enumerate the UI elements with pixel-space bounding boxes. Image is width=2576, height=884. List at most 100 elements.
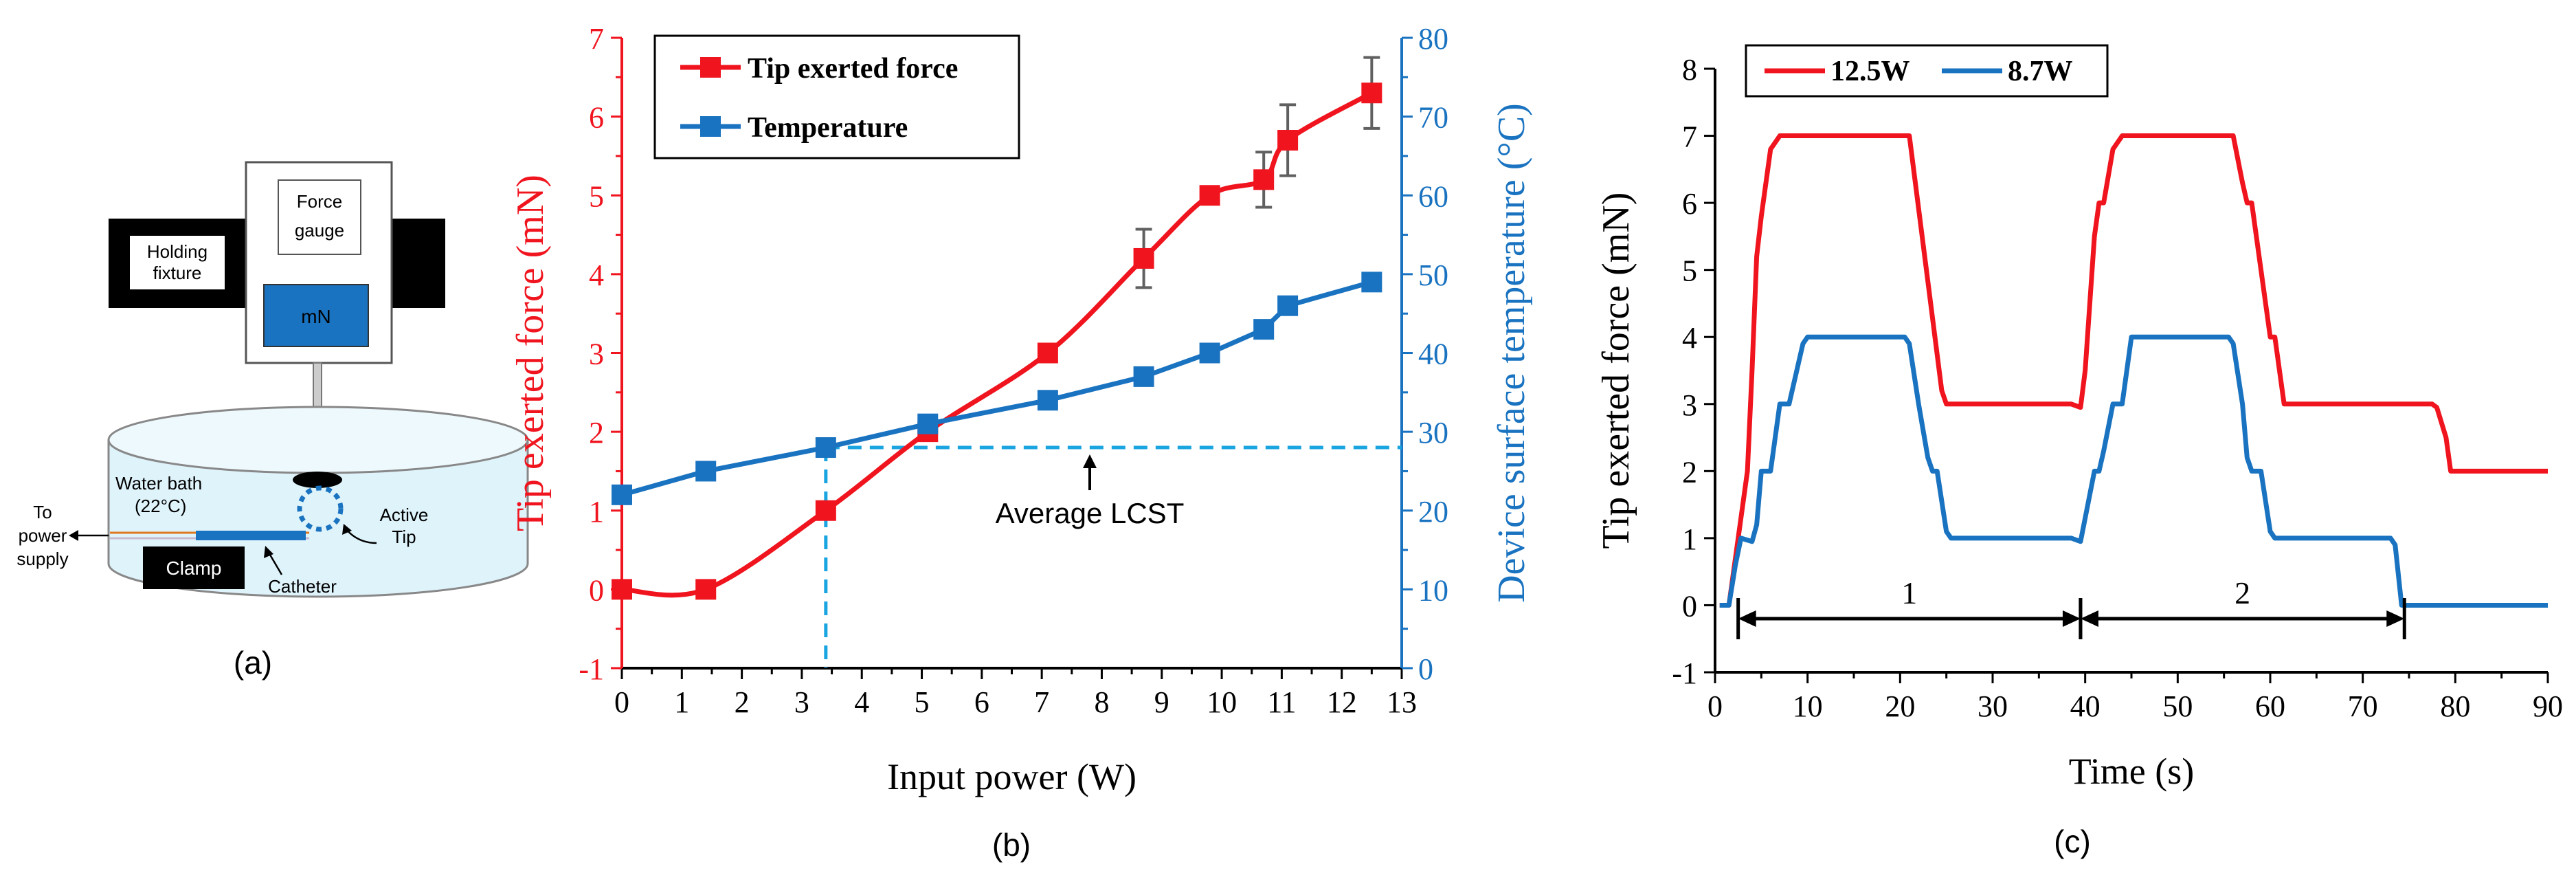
x-tick-label: 90 <box>2533 689 2563 723</box>
water-bath-label-2: (22°C) <box>135 496 186 516</box>
y-left-tick-label: 6 <box>589 101 604 135</box>
x-axis-title: Input power (W) <box>887 756 1136 797</box>
power-arrowhead <box>69 530 78 541</box>
y-axis-title: Tip exerted force (mN) <box>1595 192 1637 549</box>
y-tick-label: 1 <box>1682 522 1697 556</box>
y-tick-label: -1 <box>1672 656 1697 690</box>
data-marker-force <box>815 500 836 521</box>
force-gauge-label-1: Force <box>297 191 342 212</box>
data-marker-temperature <box>1361 272 1382 293</box>
legend-marker <box>700 116 721 137</box>
data-marker-temperature <box>695 461 717 482</box>
clamp <box>143 546 245 589</box>
y-left-tick-label: 2 <box>589 416 604 450</box>
x-tick-label: 30 <box>1978 689 2008 723</box>
data-marker-temperature <box>815 437 836 458</box>
active-tip-loop <box>297 485 344 532</box>
y-left-tick-label: 0 <box>589 573 604 607</box>
legend-label: 8.7W <box>2008 56 2073 87</box>
legend-label: 12.5W <box>1830 56 1910 87</box>
y-right-tick-label: 40 <box>1418 338 1448 371</box>
data-marker-temperature <box>917 413 939 434</box>
y-tick-label: 0 <box>1682 589 1697 623</box>
legend-marker <box>700 57 721 78</box>
panel-c-caption: (c) <box>2054 824 2091 859</box>
legend-label: Temperature <box>748 112 908 144</box>
interval-arrowhead-left <box>1738 610 1756 627</box>
x-tick-label: 8 <box>1094 685 1109 719</box>
x-tick-label: 3 <box>794 685 809 719</box>
y-left-tick-label: 1 <box>589 495 604 529</box>
data-marker-force <box>1037 342 1058 364</box>
y-tick-label: 3 <box>1682 388 1697 422</box>
y-left-tick-label: 5 <box>589 179 604 213</box>
water-bath-label-1: Water bath <box>115 473 202 494</box>
y-left-tick-label: 3 <box>589 338 604 371</box>
active-tip-arrowhead <box>342 524 352 535</box>
holding-fixture-label-box <box>128 234 226 291</box>
y-right-tick-label: 80 <box>1418 22 1448 56</box>
data-marker-temperature <box>1199 342 1220 364</box>
y-tick-label: 4 <box>1682 321 1697 355</box>
legend-box <box>653 34 1020 159</box>
y-right-tick-label: 0 <box>1418 652 1433 686</box>
x-axis-title: Time (s) <box>2069 751 2195 792</box>
y-tick-label: 7 <box>1682 120 1697 154</box>
y-left-tick-label: 4 <box>589 258 604 292</box>
y-tick-label: 5 <box>1682 254 1697 288</box>
x-tick-label: 0 <box>1707 689 1723 723</box>
x-tick-label: 13 <box>1387 685 1417 719</box>
x-tick-label: 20 <box>1885 689 1915 723</box>
x-tick-label: 11 <box>1267 685 1296 719</box>
data-marker-force <box>1133 247 1154 269</box>
y-left-axis-title: Tip exerted force (mN) <box>509 175 552 531</box>
y-right-tick-label: 60 <box>1418 179 1448 213</box>
series-line-8.7W <box>1719 334 2548 608</box>
x-tick-label: 1 <box>674 685 689 719</box>
panel-b-caption: (b) <box>992 827 1031 863</box>
x-tick-label: 10 <box>1793 689 1823 723</box>
power-label-1: To <box>33 502 52 522</box>
data-marker-temperature <box>612 484 632 505</box>
data-marker-force <box>695 579 717 600</box>
active-tip-label-2: Tip <box>392 527 416 547</box>
holding-fixture-label-1: Holding <box>147 241 208 262</box>
panel-a-schematic: Holding fixture Force gauge mN Clamp Wat… <box>16 161 529 681</box>
panel-c-chart: 0 10 20 30 40 50 60 70 80 90 -1 0 1 2 3 4 5 6 7 8 Time (s) Ti… <box>1595 44 2563 859</box>
y-right-tick-label: 20 <box>1418 495 1448 529</box>
y-right-axis-title: Device surface temperature (°C) <box>1490 103 1533 603</box>
y-tick-label: 6 <box>1682 187 1697 221</box>
x-tick-label: 2 <box>735 685 750 719</box>
force-gauge-display <box>263 284 369 347</box>
legend-label: Tip exerted force <box>748 53 958 85</box>
clamp-label: Clamp <box>166 557 222 579</box>
data-marker-temperature <box>1037 390 1058 411</box>
x-tick-label: 70 <box>2348 689 2378 723</box>
x-tick-label: 50 <box>2162 689 2193 723</box>
interval-arrowhead-right <box>2386 610 2405 627</box>
series-line-temperature <box>621 279 1373 498</box>
data-marker-temperature <box>1133 366 1154 387</box>
y-right-tick-label: 10 <box>1418 573 1448 607</box>
probe-tip <box>293 472 342 488</box>
data-marker-temperature <box>1253 319 1275 340</box>
x-tick-label: 5 <box>915 685 930 719</box>
y-left-tick-label: -1 <box>579 652 604 686</box>
water-bath-rim <box>107 406 529 474</box>
x-tick-label: 6 <box>974 685 989 719</box>
x-tick-label: 0 <box>614 685 629 719</box>
y-tick-label: 2 <box>1682 455 1697 489</box>
x-tick-label: 10 <box>1207 685 1237 719</box>
x-tick-label: 80 <box>2440 689 2470 723</box>
interval-label: 1 <box>1901 575 1917 610</box>
panel-a-caption: (a) <box>234 645 272 681</box>
data-marker-force <box>612 579 632 600</box>
catheter-arrowhead <box>264 546 273 558</box>
catheter-body <box>196 531 306 540</box>
power-label-2: power <box>19 525 67 546</box>
x-tick-label: 12 <box>1327 685 1357 719</box>
data-marker-force <box>1199 185 1220 206</box>
interval-label: 2 <box>2235 575 2250 610</box>
x-tick-label: 60 <box>2255 689 2285 723</box>
